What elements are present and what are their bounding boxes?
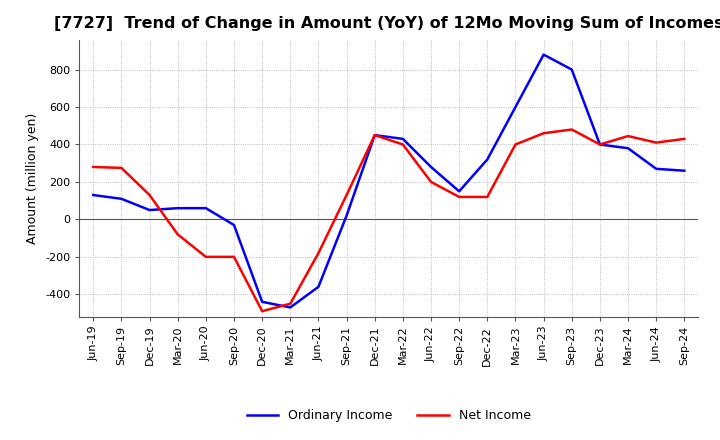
Net Income (624, 133, 632, 139)
Net Income (370, 132, 379, 138)
Ordinary Income (230, 222, 238, 227)
Y-axis label: Amount (million yen): Amount (million yen) (27, 113, 40, 244)
Net Income (258, 308, 266, 314)
Net Income (117, 165, 126, 171)
Net Income (314, 250, 323, 256)
Ordinary Income (539, 52, 548, 57)
Ordinary Income (117, 196, 126, 202)
Line: Net Income: Net Income (94, 129, 684, 311)
Line: Ordinary Income: Ordinary Income (94, 55, 684, 308)
Ordinary Income (455, 189, 464, 194)
Ordinary Income (89, 192, 98, 198)
Net Income (539, 131, 548, 136)
Net Income (286, 301, 294, 306)
Net Income (652, 140, 660, 145)
Net Income (342, 192, 351, 198)
Net Income (595, 142, 604, 147)
Ordinary Income (567, 67, 576, 72)
Ordinary Income (624, 146, 632, 151)
Ordinary Income (483, 157, 492, 162)
Ordinary Income (652, 166, 660, 172)
Ordinary Income (511, 104, 520, 110)
Ordinary Income (427, 164, 436, 169)
Net Income (145, 192, 154, 198)
Ordinary Income (399, 136, 408, 142)
Net Income (680, 136, 688, 142)
Ordinary Income (370, 132, 379, 138)
Ordinary Income (314, 284, 323, 290)
Net Income (567, 127, 576, 132)
Net Income (89, 164, 98, 169)
Ordinary Income (595, 142, 604, 147)
Title: [7727]  Trend of Change in Amount (YoY) of 12Mo Moving Sum of Incomes: [7727] Trend of Change in Amount (YoY) o… (54, 16, 720, 32)
Ordinary Income (680, 168, 688, 173)
Ordinary Income (286, 305, 294, 310)
Net Income (230, 254, 238, 260)
Legend: Ordinary Income, Net Income: Ordinary Income, Net Income (242, 404, 536, 427)
Ordinary Income (342, 213, 351, 218)
Net Income (427, 180, 436, 185)
Net Income (455, 194, 464, 200)
Ordinary Income (258, 299, 266, 304)
Net Income (202, 254, 210, 260)
Net Income (174, 232, 182, 237)
Net Income (483, 194, 492, 200)
Net Income (399, 142, 408, 147)
Ordinary Income (174, 205, 182, 211)
Ordinary Income (145, 207, 154, 213)
Ordinary Income (202, 205, 210, 211)
Net Income (511, 142, 520, 147)
